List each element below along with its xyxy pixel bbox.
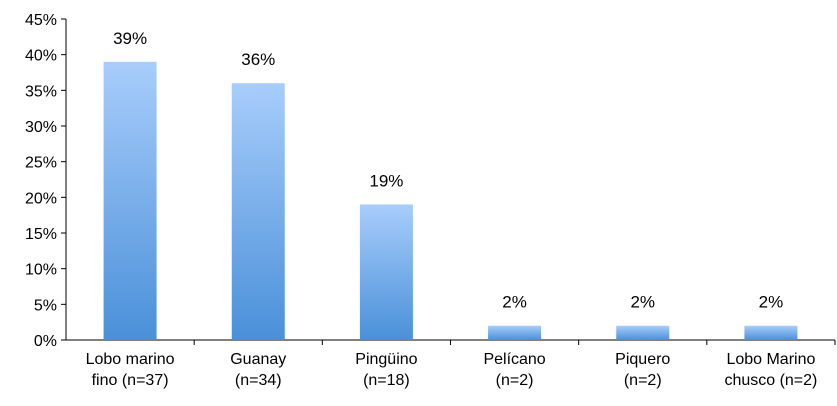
data-label: 19% bbox=[369, 171, 403, 190]
x-tick-label: Guanay (n=34) bbox=[230, 351, 286, 389]
y-tick-label: 45% bbox=[25, 12, 57, 29]
y-tick-label: 25% bbox=[25, 155, 57, 172]
x-tick-label: Pingüino (n=18) bbox=[355, 351, 417, 389]
y-tick-label: 10% bbox=[25, 262, 57, 279]
y-tick-label: 0% bbox=[34, 333, 57, 350]
y-tick-label: 30% bbox=[25, 119, 57, 136]
y-tick-label: 40% bbox=[25, 48, 57, 65]
bars bbox=[103, 61, 798, 341]
bar bbox=[616, 325, 670, 340]
x-axis: Lobo marino fino (n=37) Guanay (n=34) Pingüi… bbox=[66, 339, 836, 389]
data-label: 2% bbox=[630, 293, 655, 312]
data-label: 36% bbox=[241, 50, 275, 69]
data-labels: 39% 36% 19% 2% 2% 2% bbox=[113, 29, 783, 312]
y-tick-label: 15% bbox=[25, 226, 57, 243]
y-axis: 0% 5% 10% 15% 20% 25% 30% 35% 40% 45% bbox=[25, 12, 67, 350]
bar bbox=[359, 204, 413, 340]
data-label: 2% bbox=[502, 293, 527, 312]
x-tick-label: Pelícano (n=2) bbox=[483, 351, 545, 389]
x-tick-label: Lobo marino fino (n=37) bbox=[86, 351, 175, 389]
x-tick-label: Lobo Marino chusco (n=2) bbox=[724, 351, 817, 389]
y-tick-label: 5% bbox=[34, 297, 57, 314]
y-tick-label: 20% bbox=[25, 190, 57, 207]
data-label: 2% bbox=[759, 293, 784, 312]
bar bbox=[744, 325, 798, 340]
bar bbox=[231, 83, 285, 340]
x-tick-label: Piquero (n=2) bbox=[615, 351, 670, 389]
bar bbox=[488, 325, 542, 340]
bar bbox=[103, 61, 157, 341]
y-tick-label: 35% bbox=[25, 83, 57, 100]
data-label: 39% bbox=[113, 29, 147, 48]
